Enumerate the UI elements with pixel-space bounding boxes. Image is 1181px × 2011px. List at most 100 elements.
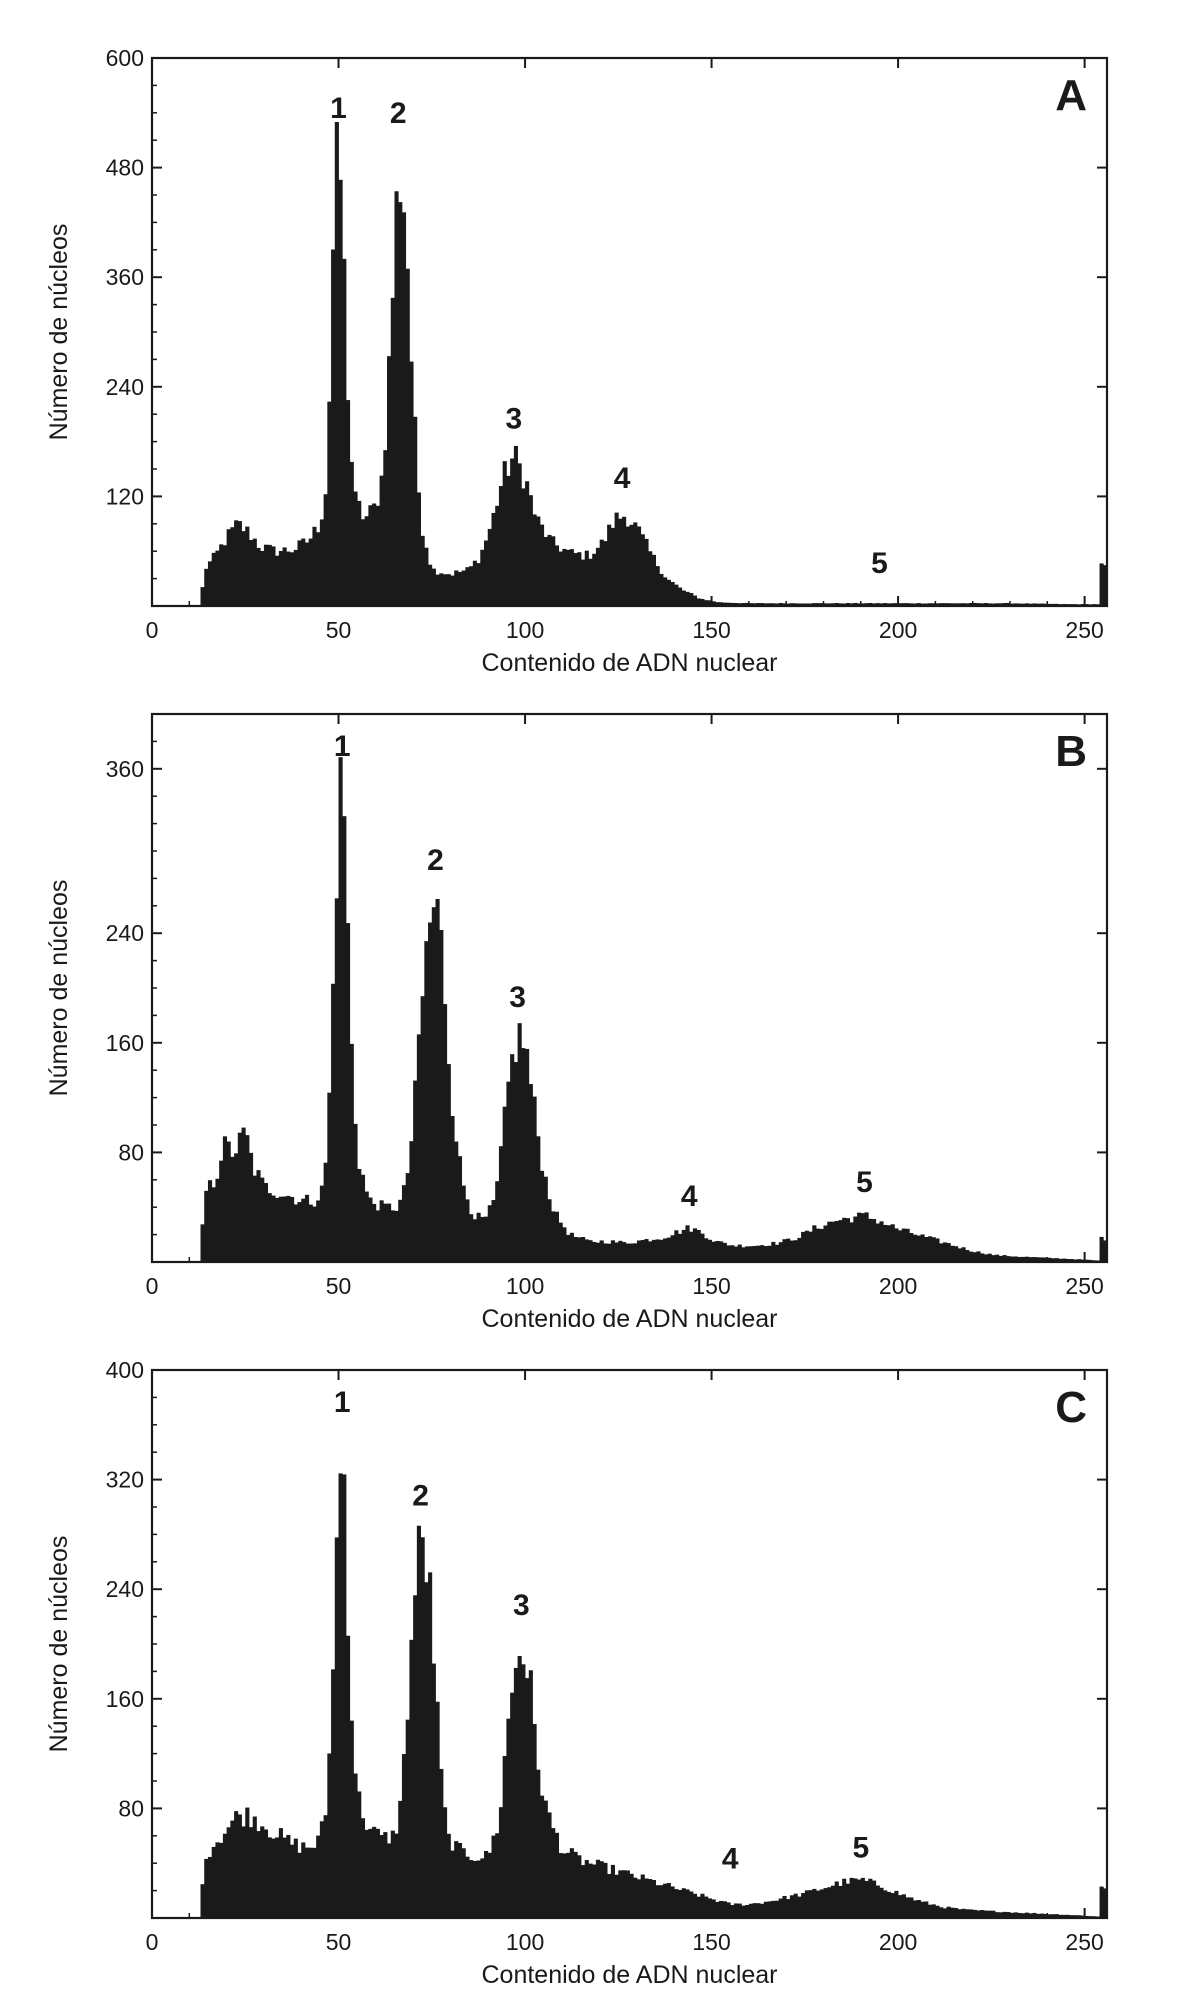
histogram-bar xyxy=(275,1197,280,1262)
histogram-bar xyxy=(491,1835,496,1918)
histogram-bar xyxy=(308,1847,313,1918)
histogram-bar xyxy=(528,495,533,606)
histogram-bar xyxy=(398,202,403,607)
histogram-bar xyxy=(636,526,642,606)
histogram-bar xyxy=(230,1156,235,1262)
histogram-bar xyxy=(875,1223,880,1262)
histogram-bar xyxy=(342,816,347,1262)
histogram-bar xyxy=(935,1238,940,1262)
histogram-bar xyxy=(263,1829,269,1918)
histogram-bar xyxy=(569,1848,574,1918)
histogram-bar xyxy=(629,1243,634,1262)
histogram-bar xyxy=(886,603,892,606)
histogram-bar xyxy=(297,1852,302,1918)
histogram-bar xyxy=(547,534,552,606)
histogram-bar xyxy=(536,1769,541,1918)
histogram-bar xyxy=(275,1837,280,1918)
histogram-bar xyxy=(860,1213,865,1262)
histogram-bar xyxy=(424,547,429,606)
histogram-bar xyxy=(319,1821,324,1918)
histogram-bar xyxy=(1021,603,1026,606)
histogram-bar xyxy=(319,519,324,606)
histogram-bar xyxy=(401,212,407,606)
histogram-bar xyxy=(782,603,787,606)
histogram-bar xyxy=(711,601,716,606)
histogram-bar xyxy=(939,1907,944,1918)
histogram-bar xyxy=(845,603,850,606)
histogram-bar xyxy=(752,1903,757,1918)
histogram-bar xyxy=(513,1062,518,1262)
histogram-bar xyxy=(797,1237,802,1262)
histogram-bar xyxy=(498,1146,504,1262)
histogram-bar xyxy=(588,1863,593,1918)
y-tick-label: 240 xyxy=(106,374,144,400)
histogram-bar xyxy=(842,1878,847,1918)
histogram-bar xyxy=(711,1241,716,1262)
histogram-bar xyxy=(1043,1913,1048,1918)
histogram-bar xyxy=(364,1191,369,1262)
histogram-bar xyxy=(1024,603,1030,606)
histogram-bar xyxy=(457,1842,463,1918)
histogram-bar xyxy=(756,1903,761,1918)
histogram-bar xyxy=(513,445,518,606)
histogram-bar xyxy=(789,1240,795,1262)
histogram-bar xyxy=(957,603,962,606)
histogram-bar xyxy=(394,1833,399,1918)
histogram-bar xyxy=(304,1847,310,1918)
histogram-bar xyxy=(648,551,653,606)
histogram-bar xyxy=(957,1248,962,1262)
histogram-bar xyxy=(655,566,660,606)
y-axis-title: Número de núcleos xyxy=(45,880,73,1097)
histogram-bar xyxy=(655,1885,660,1918)
histogram-bars xyxy=(200,121,1108,607)
histogram-bar xyxy=(901,1894,906,1918)
histogram-bar xyxy=(760,603,765,606)
histogram-bar xyxy=(715,602,720,606)
histogram-bar xyxy=(360,1174,366,1262)
histogram-bar xyxy=(927,603,933,606)
histogram-bar xyxy=(491,512,496,606)
histogram-bar xyxy=(390,1210,395,1262)
histogram-bar xyxy=(472,1861,477,1918)
histogram-bar xyxy=(383,1832,388,1918)
histogram-bar xyxy=(416,1525,421,1918)
histogram-bar xyxy=(1043,603,1048,606)
histogram-bar xyxy=(495,1181,500,1262)
histogram-bar xyxy=(517,1023,522,1262)
histogram-bar xyxy=(834,1881,839,1918)
histogram-bar xyxy=(398,1800,403,1918)
histogram-bar xyxy=(745,602,750,606)
histogram-bar xyxy=(782,1895,787,1918)
histogram-bar xyxy=(230,527,235,606)
histogram-bar xyxy=(323,494,328,606)
histogram-bar xyxy=(301,1842,306,1918)
histogram-bar xyxy=(834,1221,839,1262)
histogram-bar xyxy=(331,249,336,606)
histogram-bar xyxy=(689,1231,694,1262)
histogram-bar xyxy=(241,531,246,606)
histogram-bar xyxy=(633,1877,638,1918)
histogram-bar xyxy=(487,1205,492,1262)
histogram-bar xyxy=(278,551,283,606)
histogram-bar xyxy=(454,570,459,606)
histogram-bar xyxy=(830,1221,836,1262)
histogram-bar xyxy=(939,603,944,606)
histogram-bar xyxy=(920,1901,925,1918)
histogram-bar xyxy=(241,1127,246,1262)
histogram-bar xyxy=(965,603,970,606)
histogram-bar xyxy=(1013,603,1018,606)
histogram-bar xyxy=(573,1851,578,1918)
histogram-bar xyxy=(774,1900,780,1918)
histogram-bar xyxy=(845,1883,850,1918)
histogram-bar xyxy=(327,1092,332,1262)
histogram-bar xyxy=(640,534,645,606)
histogram-bar xyxy=(972,603,977,606)
histogram-bar xyxy=(681,1888,686,1918)
histogram-bar xyxy=(390,297,395,606)
histogram-bar xyxy=(640,1874,645,1918)
histogram-bar xyxy=(323,1815,328,1918)
histogram-bar xyxy=(573,553,578,606)
histogram-bar xyxy=(562,1227,567,1262)
histogram-bar xyxy=(510,458,515,606)
histogram-bar xyxy=(666,579,671,606)
